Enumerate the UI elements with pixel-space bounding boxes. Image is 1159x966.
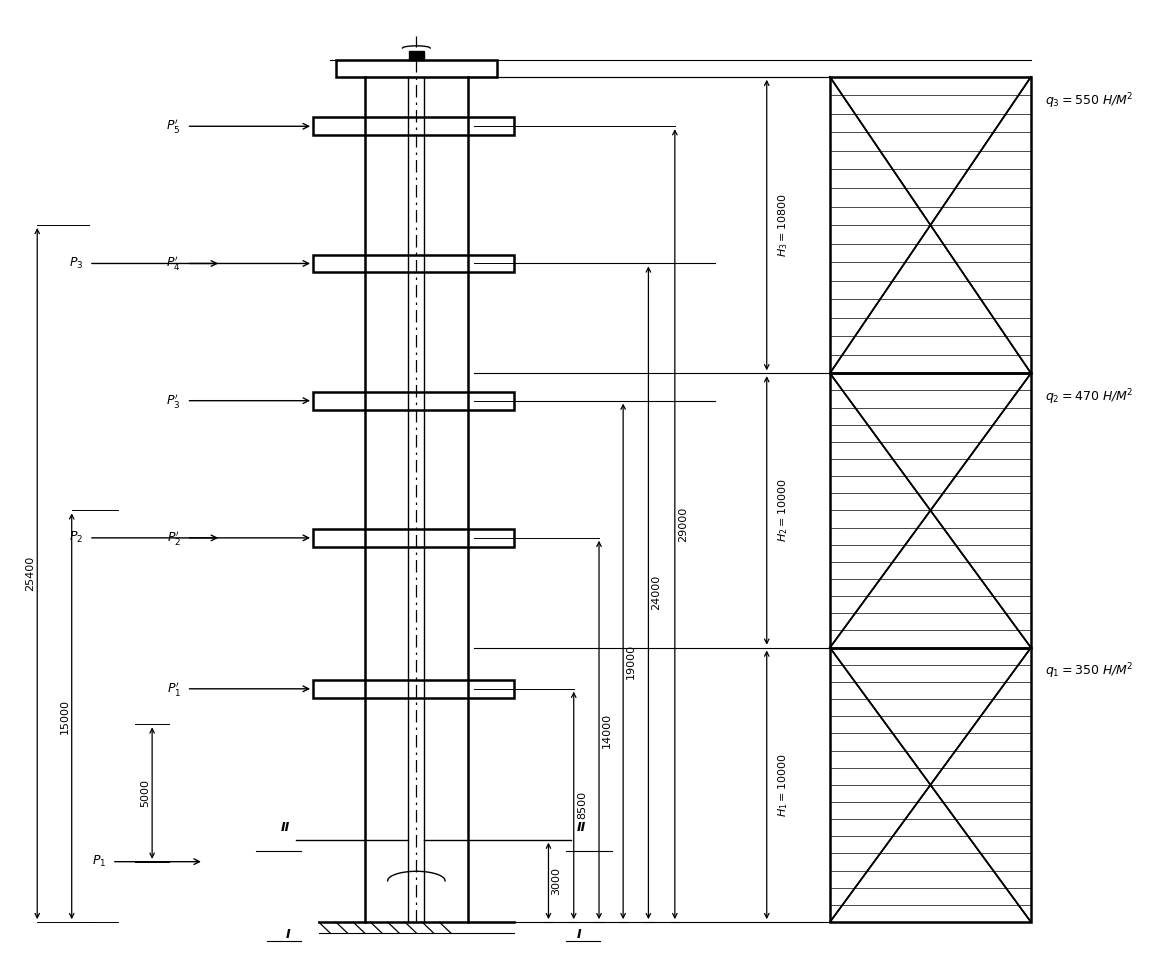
Text: I: I — [285, 927, 290, 941]
Text: $P_1$: $P_1$ — [92, 854, 107, 869]
Text: $P_3'$: $P_3'$ — [167, 391, 181, 410]
Bar — [830, 647, 1032, 923]
Bar — [409, 51, 424, 61]
Bar — [313, 117, 513, 135]
Text: $P_2'$: $P_2'$ — [167, 528, 181, 547]
Text: II: II — [280, 821, 290, 835]
Text: $H_3 = 10800$: $H_3 = 10800$ — [775, 193, 789, 257]
Text: $P_2$: $P_2$ — [70, 530, 83, 546]
Bar — [830, 77, 1032, 373]
Text: II: II — [577, 821, 586, 835]
Text: 25400: 25400 — [25, 555, 36, 591]
Text: $P_5'$: $P_5'$ — [167, 117, 181, 135]
Text: 29000: 29000 — [678, 506, 688, 542]
Bar — [336, 61, 497, 77]
Text: 15000: 15000 — [60, 698, 70, 734]
Text: 24000: 24000 — [651, 575, 662, 611]
Text: $q_3 = 550$ H/M$^2$: $q_3 = 550$ H/M$^2$ — [1044, 92, 1132, 111]
Text: 19000: 19000 — [626, 643, 636, 679]
Bar — [313, 255, 513, 272]
Text: 8500: 8500 — [577, 791, 586, 819]
Text: $q_1 = 350$ H/M$^2$: $q_1 = 350$ H/M$^2$ — [1044, 662, 1132, 681]
Bar — [830, 373, 1032, 647]
Bar — [313, 529, 513, 547]
Text: 14000: 14000 — [602, 712, 612, 748]
Bar — [313, 680, 513, 697]
Text: 3000: 3000 — [552, 867, 561, 895]
Text: $P_4'$: $P_4'$ — [167, 254, 181, 272]
Text: $P_1'$: $P_1'$ — [167, 680, 181, 697]
Text: $H_2 = 10000$: $H_2 = 10000$ — [775, 478, 789, 542]
Text: I: I — [577, 927, 582, 941]
Text: 5000: 5000 — [140, 780, 151, 807]
Text: $H_1 = 10000$: $H_1 = 10000$ — [775, 753, 789, 817]
Text: $P_3$: $P_3$ — [68, 256, 83, 271]
Bar — [313, 392, 513, 410]
Text: $q_2 = 470$ H/M$^2$: $q_2 = 470$ H/M$^2$ — [1044, 387, 1132, 407]
